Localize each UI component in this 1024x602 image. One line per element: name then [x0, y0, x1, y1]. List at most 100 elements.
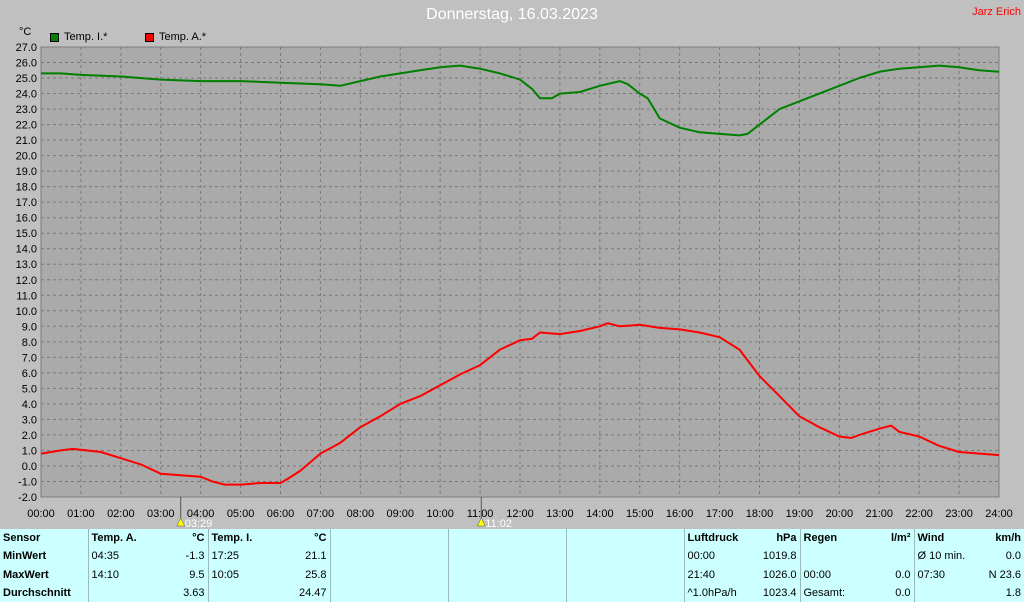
- x-tick-label: 20:00: [826, 508, 854, 520]
- y-tick-label: 13.0: [16, 259, 37, 271]
- x-tick-label: 07:00: [307, 508, 335, 520]
- x-tick-label: 10:00: [426, 508, 454, 520]
- y-tick-label: 11.0: [16, 290, 37, 302]
- y-tick-label: 0.0: [22, 461, 37, 473]
- legend-swatch-green: [50, 32, 59, 42]
- chart-title: Donnerstag, 16.03.2023: [426, 6, 598, 23]
- y-tick-label: 16.0: [16, 213, 37, 225]
- pressure-header: Luftdruck: [683, 529, 740, 548]
- pressure-unit: hPa: [776, 532, 797, 545]
- x-tick-label: 13:00: [546, 508, 574, 520]
- x-tick-label: 02:00: [107, 508, 135, 520]
- x-tick-label: 18:00: [746, 508, 774, 520]
- pressure-r3-value: 1023.4: [762, 586, 797, 599]
- y-tick-label: 19.0: [16, 166, 37, 178]
- pressure-r3-label: ^1.0hPa/h: [683, 583, 740, 602]
- time-marker-label: 03:29: [185, 518, 213, 529]
- x-tick-label: 17:00: [706, 508, 734, 520]
- x-tick-label: 01:00: [67, 508, 95, 520]
- stats-max-row: MaxWert 14:10 9.5 10:05 25.8 21:40 1026.…: [0, 565, 1024, 584]
- pressure-r1-value: 1019.8: [762, 550, 797, 563]
- y-tick-label: 12.0: [16, 275, 37, 287]
- rain-r3-value: 0.0: [895, 586, 911, 599]
- y-tick-label: -2.0: [18, 492, 37, 504]
- y-tick-label: 22.0: [16, 120, 37, 132]
- x-tick-label: 06:00: [267, 508, 295, 520]
- x-tick-label: 19:00: [786, 508, 814, 520]
- y-tick-label: 27.0: [16, 42, 37, 54]
- wind-unit: km/h: [995, 532, 1021, 545]
- temp-in-unit: °C: [314, 532, 327, 545]
- y-tick-label: 2.0: [22, 430, 37, 442]
- x-tick-label: 21:00: [865, 508, 893, 520]
- wind-header: Wind: [913, 529, 974, 548]
- time-marker-label: 11:02: [485, 518, 512, 529]
- wind-r2-time: 07:30: [913, 565, 974, 584]
- legend-label: Temp. I.*: [64, 31, 108, 43]
- x-tick-label: 09:00: [386, 508, 414, 520]
- temp-in-min-value: 21.1: [305, 550, 327, 563]
- x-tick-label: 03:00: [147, 508, 175, 520]
- rain-r3-label: Gesamt:: [799, 583, 862, 602]
- temp-out-unit: °C: [192, 532, 205, 545]
- temp-in-avg-value: 24.47: [298, 586, 327, 599]
- y-tick-label: 6.0: [22, 368, 37, 380]
- y-tick-label: 10.0: [16, 306, 37, 318]
- stats-header-row: Sensor Temp. A. °C Temp. I. °C Luftdruck…: [0, 529, 1024, 548]
- wind-r1-value: 0.0: [1005, 550, 1021, 563]
- y-tick-label: 17.0: [16, 197, 37, 209]
- temperature-chart: -2.0 -1.0 0.0 1.0 2.0 3.0 4.0 5.0 6.0 7.0 8.0 9.0 10…: [16, 42, 1013, 529]
- x-tick-label: 23:00: [945, 508, 973, 520]
- pressure-r2-value: 1026.0: [762, 568, 797, 581]
- statistics-table: Sensor Temp. A. °C Temp. I. °C Luftdruck…: [0, 529, 1024, 602]
- stats-avg-row: Durchschnitt 3.63 24.47 ^1.0hPa/h 1023.4…: [0, 583, 1024, 602]
- y-tick-label: 25.0: [16, 73, 37, 85]
- rain-unit: l/m²: [890, 532, 911, 545]
- wind-r3-value: 1.8: [1005, 586, 1021, 599]
- temp-out-min-time: 04:35: [87, 547, 144, 566]
- x-tick-label: 16:00: [666, 508, 694, 520]
- legend-item-temp-inside: Temp. I.*: [50, 31, 107, 43]
- x-tick-label: 11:00: [467, 508, 494, 520]
- y-tick-label: 21.0: [16, 135, 37, 147]
- y-tick-label: 8.0: [22, 337, 37, 349]
- x-tick-label: 12:00: [506, 508, 534, 520]
- x-tick-label: 08:00: [347, 508, 375, 520]
- temp-out-max-time: 14:10: [87, 565, 144, 584]
- time-marker-icon: [476, 517, 486, 527]
- wind-r1-label: Ø 10 min.: [913, 547, 974, 566]
- series-line: [41, 64, 1000, 137]
- rain-r2-time: 00:00: [799, 565, 862, 584]
- temp-in-max-time: 10:05: [207, 565, 268, 584]
- x-tick-label: 05:00: [227, 508, 255, 520]
- legend-item-temp-outside: Temp. A.*: [145, 31, 206, 43]
- pressure-r1-time: 00:00: [683, 547, 740, 566]
- y-tick-label: 7.0: [22, 352, 37, 364]
- y-tick-label: 14.0: [16, 244, 37, 256]
- temp-in-header: Temp. I.: [207, 529, 268, 548]
- legend-label: Temp. A.*: [159, 31, 207, 43]
- y-tick-label: 20.0: [16, 151, 37, 163]
- series-line: [40, 322, 1000, 486]
- x-tick-label: 15:00: [626, 508, 654, 520]
- y-tick-label: 15.0: [16, 228, 37, 240]
- rain-header: Regen: [799, 529, 862, 548]
- pressure-r2-time: 21:40: [683, 565, 740, 584]
- y-tick-label: 1.0: [22, 445, 37, 457]
- x-tick-label: 04:00: [187, 508, 215, 520]
- y-tick-label: 23.0: [16, 104, 37, 116]
- max-label: MaxWert: [3, 568, 49, 581]
- x-tick-label: 22:00: [905, 508, 933, 520]
- rain-r2-value: 0.0: [895, 568, 911, 581]
- temp-out-avg-value: 3.63: [183, 586, 205, 599]
- author-label: Jarz Erich: [972, 6, 1021, 18]
- y-tick-label: 3.0: [22, 414, 37, 426]
- legend-swatch-red: [145, 32, 154, 42]
- wind-r2-value: N 23.6: [988, 568, 1021, 581]
- temp-out-min-value: -1.3: [185, 550, 205, 563]
- y-tick-label: 26.0: [16, 58, 37, 70]
- y-tick-label: 18.0: [16, 182, 37, 194]
- x-tick-label: 24:00: [985, 508, 1013, 520]
- x-tick-label: 00:00: [27, 508, 55, 520]
- temp-out-header: Temp. A.: [87, 529, 144, 548]
